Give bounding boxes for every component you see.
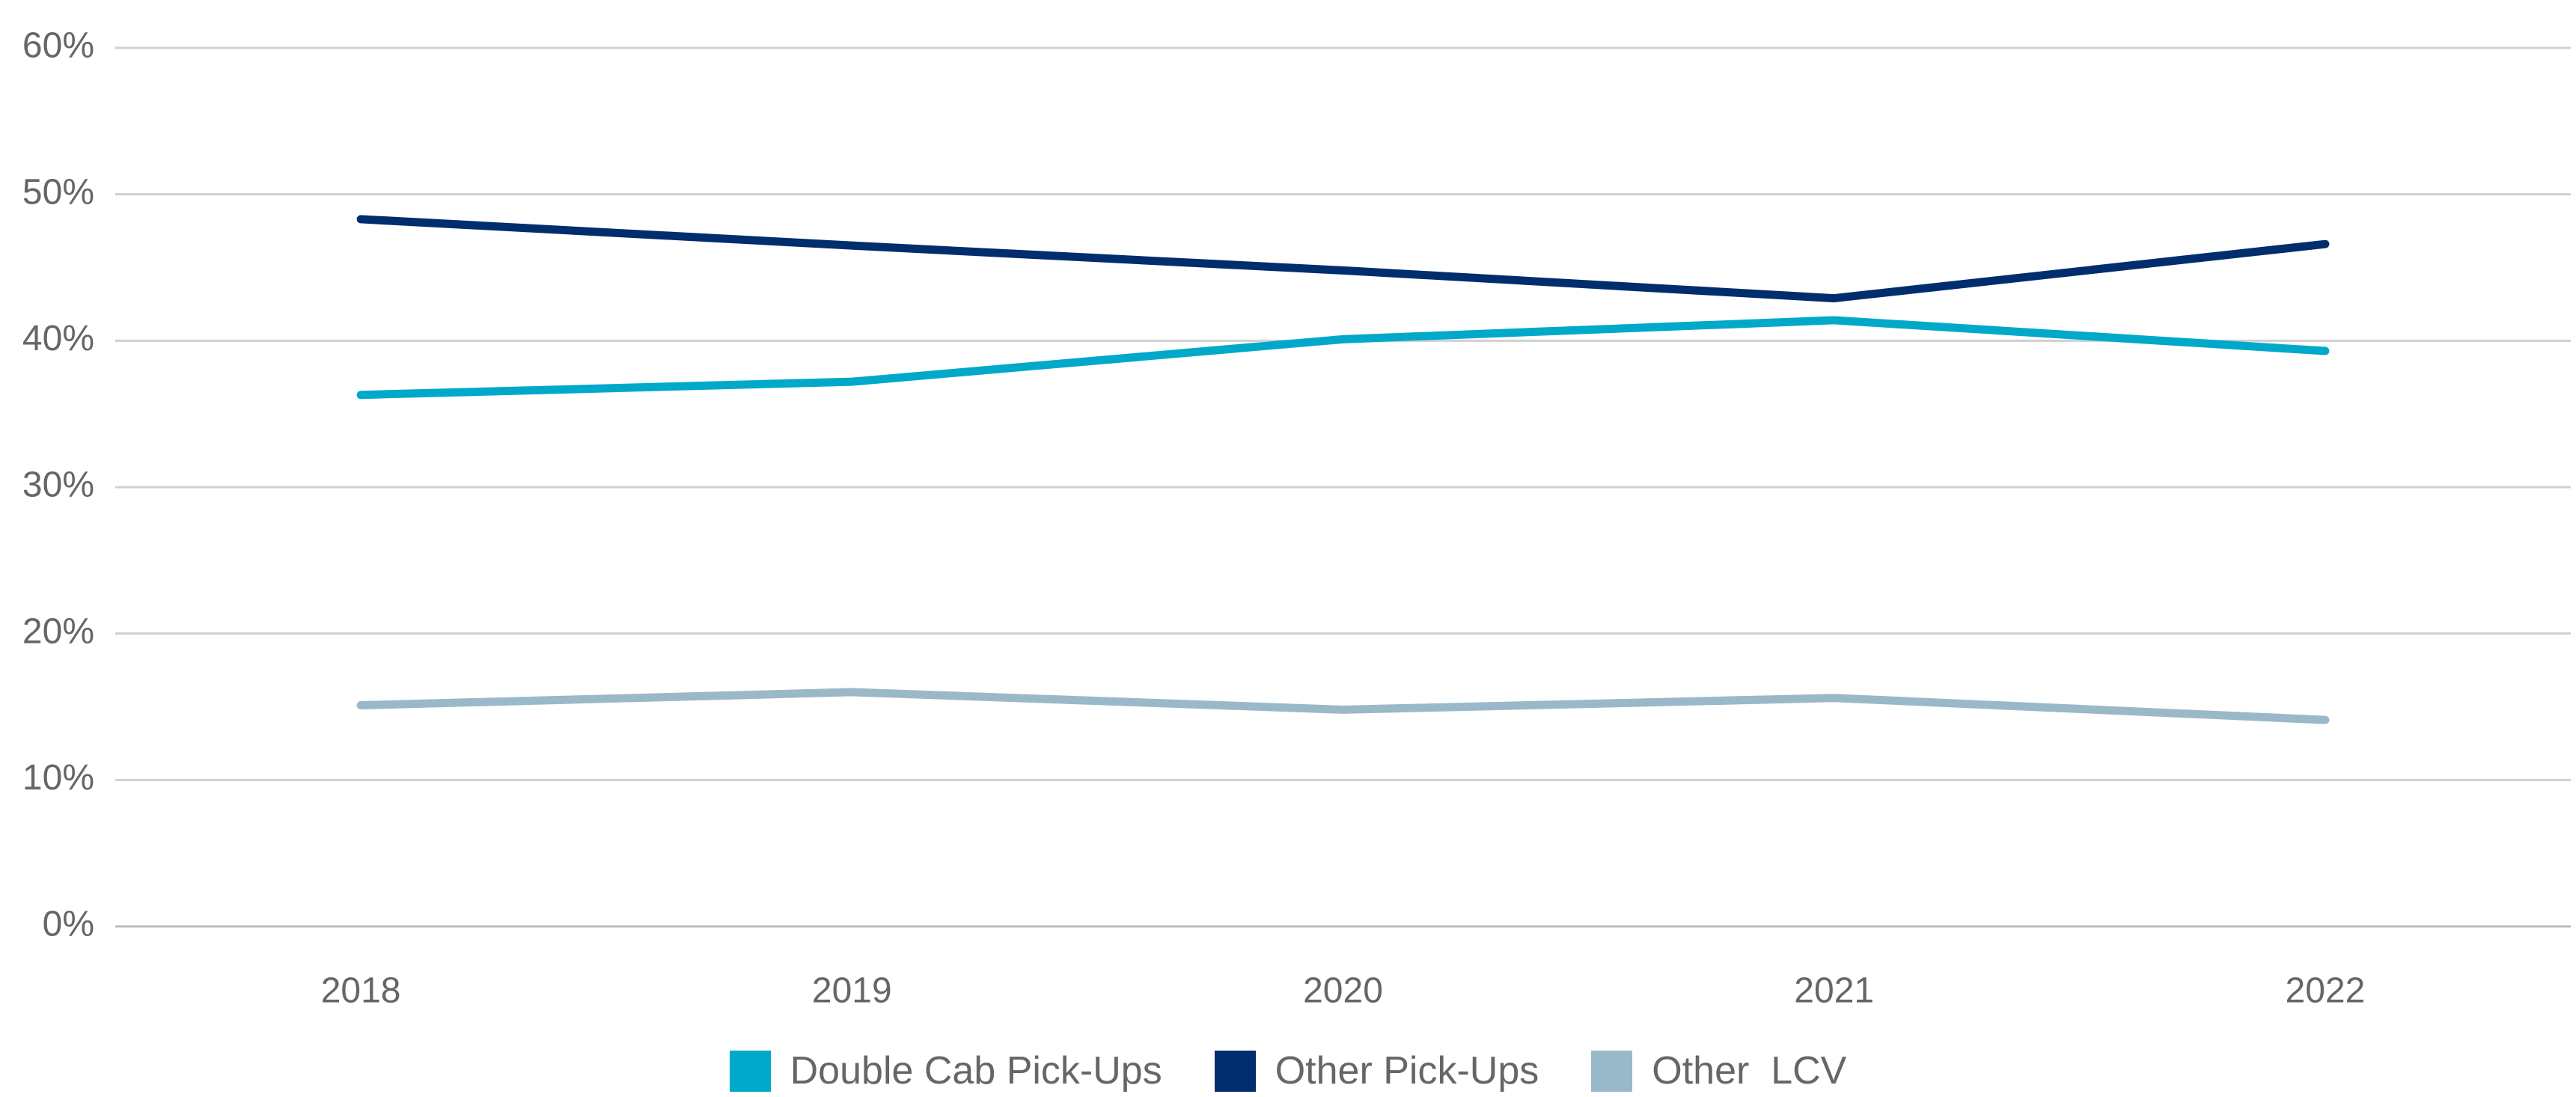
legend-label: Other LCV [1652,1049,1847,1093]
x-tick-label: 2020 [1303,971,1383,1011]
x-tick-label: 2022 [2286,971,2366,1011]
legend: Double Cab Pick-Ups Other Pick-Ups Other L… [0,1046,2576,1096]
legend-label: Double Cab Pick-Ups [790,1049,1162,1093]
y-tick-label: 40% [22,319,94,358]
x-tick-label: 2019 [812,971,892,1011]
legend-swatch [729,1050,771,1092]
y-tick-label: 10% [22,758,94,798]
y-tick-label: 0% [43,905,94,944]
x-tick-label: 2018 [321,971,401,1011]
x-tick-label: 2021 [1794,971,1874,1011]
y-tick-label: 60% [22,26,94,66]
legend-label: Other Pick-Ups [1275,1049,1539,1093]
series-line [356,688,2330,724]
y-tick-label: 30% [22,465,94,505]
legend-item: Other Pick-Ups [1214,1048,1539,1093]
series-line [356,215,2330,303]
legend-swatch [1591,1050,1633,1092]
chart: 0% 10% 20% 30% 40% 50% 60% 2018 2019 2020 2021 2022 [22,26,2571,1011]
legend-item: Double Cab Pick-Ups [729,1048,1162,1093]
legend-swatch [1214,1050,1256,1092]
y-tick-label: 50% [22,172,94,212]
series-line [356,316,2330,400]
legend-item: Other LCV [1591,1048,1846,1093]
y-tick-label: 20% [22,611,94,651]
